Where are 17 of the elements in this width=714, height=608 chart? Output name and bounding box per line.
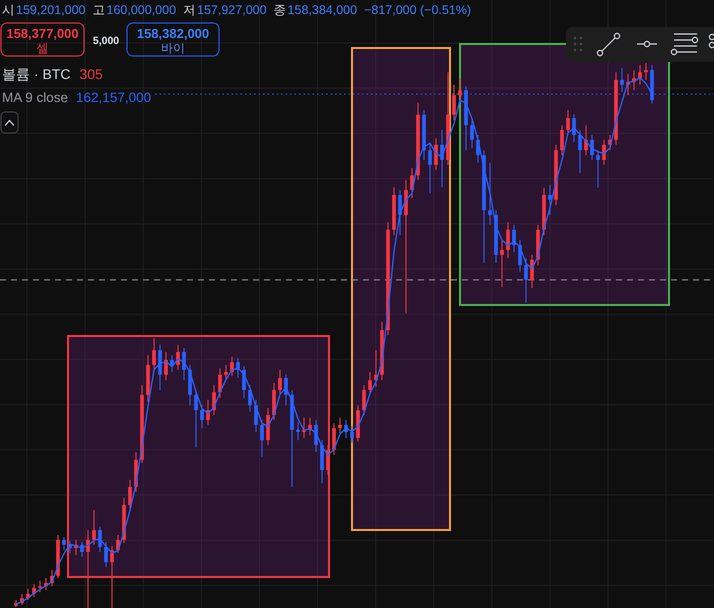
text: 157,927,000	[197, 3, 267, 17]
text: 158,384,000	[288, 3, 358, 17]
text: 5,000	[92, 35, 120, 47]
text: 160,000,000	[106, 3, 176, 17]
text: −817,000 (−0.51%)	[364, 3, 472, 17]
text: 바이	[161, 41, 185, 55]
text: 159,201,000	[16, 3, 86, 17]
text: 종	[274, 3, 287, 17]
text: 셀	[36, 41, 48, 55]
text: 저	[183, 3, 196, 17]
annotation: 305	[79, 66, 104, 82]
annotation: 볼륨 · BTC	[2, 66, 70, 82]
text: 고	[92, 3, 106, 17]
text: 158,382,000	[136, 26, 210, 41]
text: 시	[2, 3, 15, 17]
text: 158,377,000	[6, 26, 79, 41]
legend: MA 9 close 162,157,000	[2, 90, 152, 105]
